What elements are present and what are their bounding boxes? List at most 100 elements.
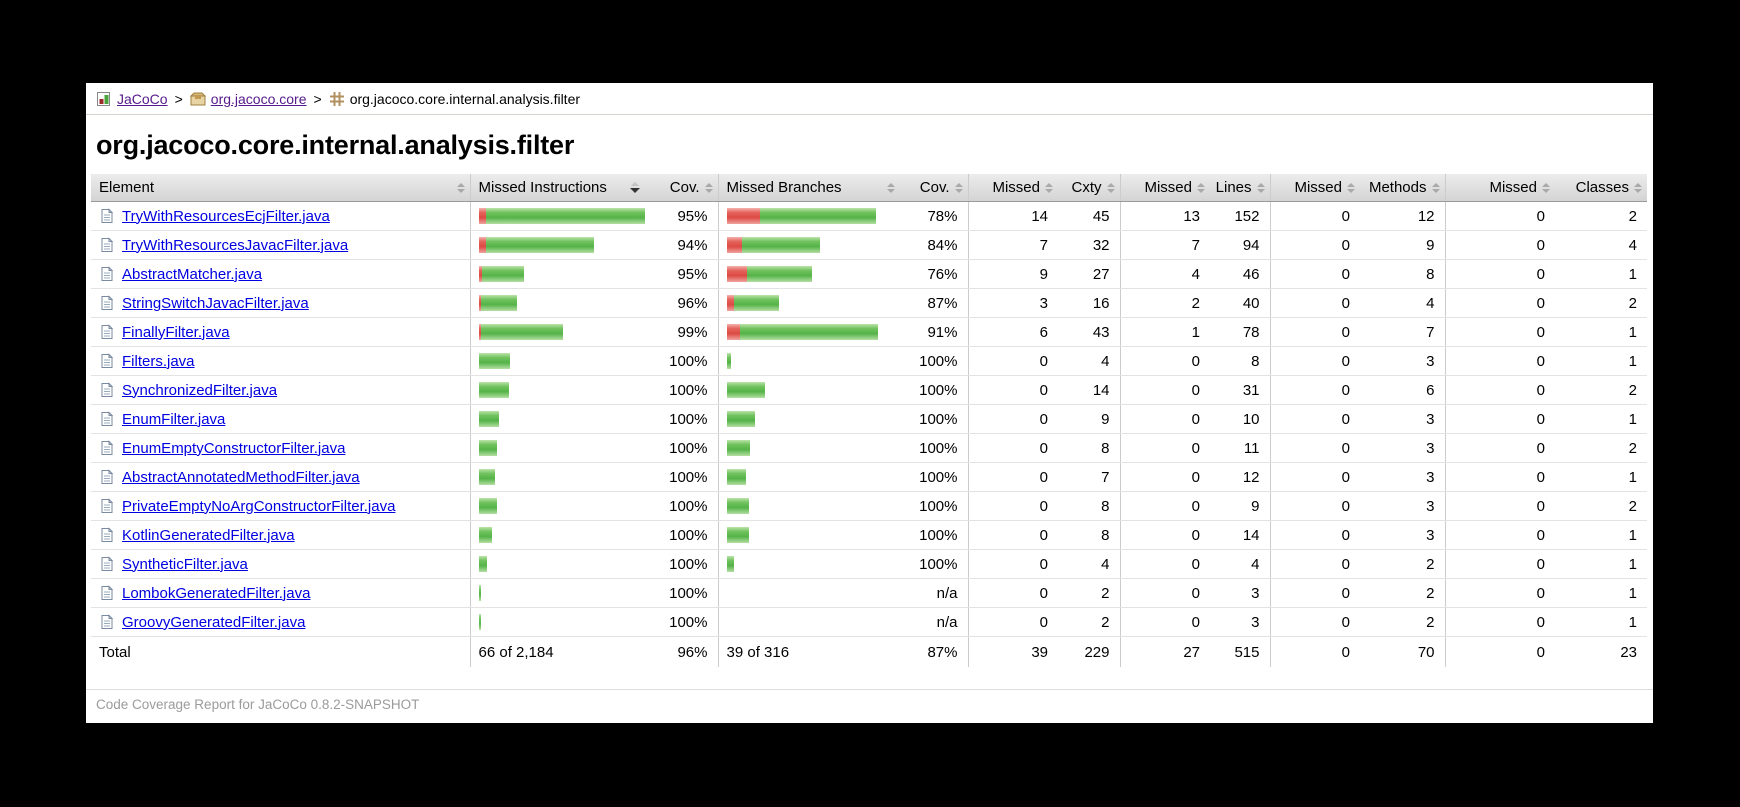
source-file-icon (99, 411, 115, 427)
missed-bar-segment (726, 237, 742, 253)
element-link[interactable]: EnumFilter.java (122, 410, 226, 428)
element-link[interactable]: SyntheticFilter.java (122, 555, 248, 573)
element-link[interactable]: Filters.java (122, 352, 195, 370)
lines-cell: 10 (1210, 404, 1270, 434)
missed-lines-cell: 0 (1119, 375, 1210, 405)
column-header-label: Missed (992, 179, 1040, 196)
branches-coverage-bar (726, 469, 901, 485)
missed-methods-cell: 0 (1269, 375, 1360, 405)
element-link[interactable]: TryWithResourcesJavacFilter.java (122, 236, 349, 254)
source-file-icon (99, 208, 115, 224)
instructions-coverage-bar (478, 440, 646, 456)
column-header-classes-12[interactable]: Classes (1555, 174, 1647, 202)
element-cell: FinallyFilter.java (91, 317, 470, 347)
covered-bar-segment (726, 469, 746, 485)
cxty-cell: 2 (1058, 607, 1120, 637)
classes-cell: 1 (1555, 317, 1647, 347)
source-file-icon (99, 556, 115, 572)
missed-bar-segment (478, 295, 481, 311)
column-header-missed-5[interactable]: Missed (967, 174, 1058, 202)
column-header-label: Classes (1575, 179, 1629, 196)
element-cell: TryWithResourcesJavacFilter.java (91, 230, 470, 260)
footer-text: Code Coverage Report for JaCoCo 0.8.2-SN… (86, 689, 1653, 719)
branches-coverage-cell: 100% (900, 404, 968, 434)
cxty-cell: 4 (1058, 549, 1120, 579)
element-cell: StringSwitchJavacFilter.java (91, 288, 470, 318)
methods-cell: 3 (1360, 462, 1445, 492)
covered-bar-segment (478, 353, 510, 369)
element-link[interactable]: SynchronizedFilter.java (122, 381, 278, 399)
instructions-coverage-cell: 100% (645, 520, 718, 550)
breadcrumb-link[interactable]: JaCoCo (117, 91, 168, 107)
missed-lines-cell: 0 (1119, 520, 1210, 550)
element-link[interactable]: TryWithResourcesEcjFilter.java (122, 207, 330, 225)
column-header-missed-11[interactable]: Missed (1444, 174, 1555, 202)
instructions-bar-cell (469, 578, 645, 608)
element-cell: Filters.java (91, 346, 470, 376)
total-instructions-coverage-cell: 96% (677, 643, 708, 661)
missed-methods-cell: 0 (1269, 491, 1360, 521)
methods-cell: 2 (1360, 578, 1445, 608)
element-link[interactable]: GroovyGeneratedFilter.java (122, 613, 306, 631)
element-link[interactable]: AbstractAnnotatedMethodFilter.java (122, 468, 360, 486)
instructions-bar-cell (469, 491, 645, 521)
covered-bar-segment (481, 266, 524, 282)
missed-cxty-cell: 0 (967, 404, 1058, 434)
column-header-missed-instructions-1[interactable]: Missed Instructions (469, 174, 645, 202)
instructions-coverage-cell: 95% (645, 201, 718, 231)
source-file-icon (99, 382, 115, 398)
cxty-cell: 7 (1058, 462, 1120, 492)
element-link[interactable]: LombokGeneratedFilter.java (122, 584, 311, 602)
branches-bar-cell (717, 433, 900, 463)
column-header-missed-branches-3[interactable]: Missed Branches (717, 174, 900, 202)
column-header-methods-10[interactable]: Methods (1360, 174, 1445, 202)
element-link[interactable]: PrivateEmptyNoArgConstructorFilter.java (122, 497, 396, 515)
column-header-cxty-6[interactable]: Cxty (1058, 174, 1120, 202)
branches-bar-cell (717, 578, 900, 608)
column-header-missed-9[interactable]: Missed (1269, 174, 1360, 202)
instructions-bar-cell (469, 462, 645, 492)
breadcrumb-link[interactable]: org.jacoco.core (210, 91, 307, 107)
source-file-icon (99, 527, 115, 543)
missed-lines-cell: 7 (1119, 230, 1210, 260)
missed-methods-cell: 0 (1269, 520, 1360, 550)
missed-methods-cell: 0 (1269, 201, 1360, 231)
methods-cell: 8 (1360, 259, 1445, 289)
element-link[interactable]: KotlinGeneratedFilter.java (122, 526, 295, 544)
column-header-label: Missed Instructions (478, 179, 607, 196)
instructions-coverage-cell: 94% (645, 230, 718, 260)
missed-lines-cell: 0 (1119, 433, 1210, 463)
column-header-element-0[interactable]: Element (91, 174, 470, 202)
branches-bar-cell (717, 404, 900, 434)
covered-bar-segment (741, 237, 820, 253)
missed-methods-cell: 0 (1269, 578, 1360, 608)
missed-bar-segment (726, 208, 760, 224)
total-lines-cell: 515 (1234, 643, 1260, 661)
branches-bar-cell (717, 259, 900, 289)
column-header-cov--2[interactable]: Cov. (645, 174, 718, 202)
column-header-cov--4[interactable]: Cov. (900, 174, 968, 202)
missed-classes-cell: 0 (1444, 259, 1555, 289)
column-header-lines-8[interactable]: Lines (1210, 174, 1270, 202)
missed-classes-cell: 0 (1444, 549, 1555, 579)
column-header-label: Missed Branches (726, 179, 842, 196)
package-icon (189, 91, 206, 107)
element-link[interactable]: StringSwitchJavacFilter.java (122, 294, 309, 312)
missed-lines-cell: 13 (1119, 201, 1210, 231)
column-header-missed-7[interactable]: Missed (1119, 174, 1210, 202)
methods-cell: 3 (1360, 433, 1445, 463)
covered-bar-segment (739, 324, 878, 340)
missed-bar-segment (726, 324, 740, 340)
element-link[interactable]: EnumEmptyConstructorFilter.java (122, 439, 346, 457)
element-link[interactable]: FinallyFilter.java (122, 323, 230, 341)
covered-bar-segment (480, 295, 517, 311)
covered-bar-segment (478, 527, 492, 543)
element-link[interactable]: AbstractMatcher.java (122, 265, 263, 283)
missed-lines-cell: 2 (1119, 288, 1210, 318)
instructions-coverage-bar (478, 382, 646, 398)
missed-methods-cell: 0 (1269, 462, 1360, 492)
lines-cell: 31 (1210, 375, 1270, 405)
missed-lines-cell: 0 (1119, 404, 1210, 434)
lines-cell: 14 (1210, 520, 1270, 550)
